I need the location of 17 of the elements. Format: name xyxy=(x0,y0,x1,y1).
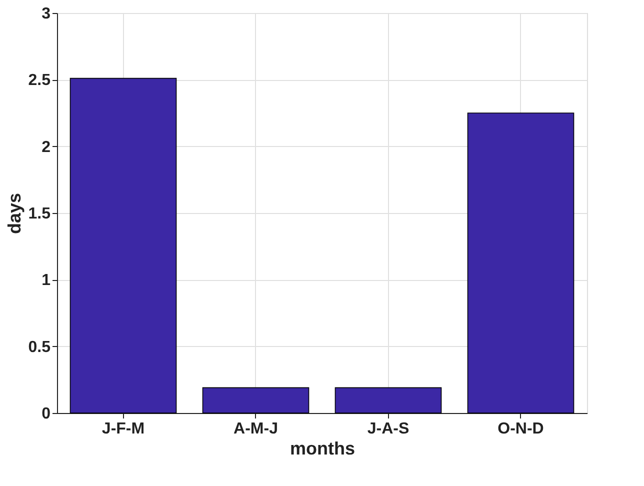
y-tick-label: 1 xyxy=(42,272,51,290)
x-axis-title: months xyxy=(290,438,355,458)
y-tick-label: 0 xyxy=(42,406,51,422)
bar xyxy=(202,387,310,414)
bar xyxy=(334,387,442,414)
y-tick-label: 2.5 xyxy=(28,72,51,90)
x-tick-label: A-M-J xyxy=(234,420,278,438)
y-tick-label: 0.5 xyxy=(28,338,51,356)
y-axis-title: days xyxy=(4,192,24,234)
y-tick-label: 1.5 xyxy=(28,206,51,222)
y-tick-label: 2 xyxy=(42,138,51,156)
x-tick-label: J-F-M xyxy=(102,420,145,438)
bar xyxy=(70,78,177,414)
y-tick-label: 3 xyxy=(42,6,51,22)
x-tick-label: O-N-D xyxy=(498,420,544,438)
bar xyxy=(467,112,574,414)
x-tick-label: J-A-S xyxy=(367,420,410,438)
